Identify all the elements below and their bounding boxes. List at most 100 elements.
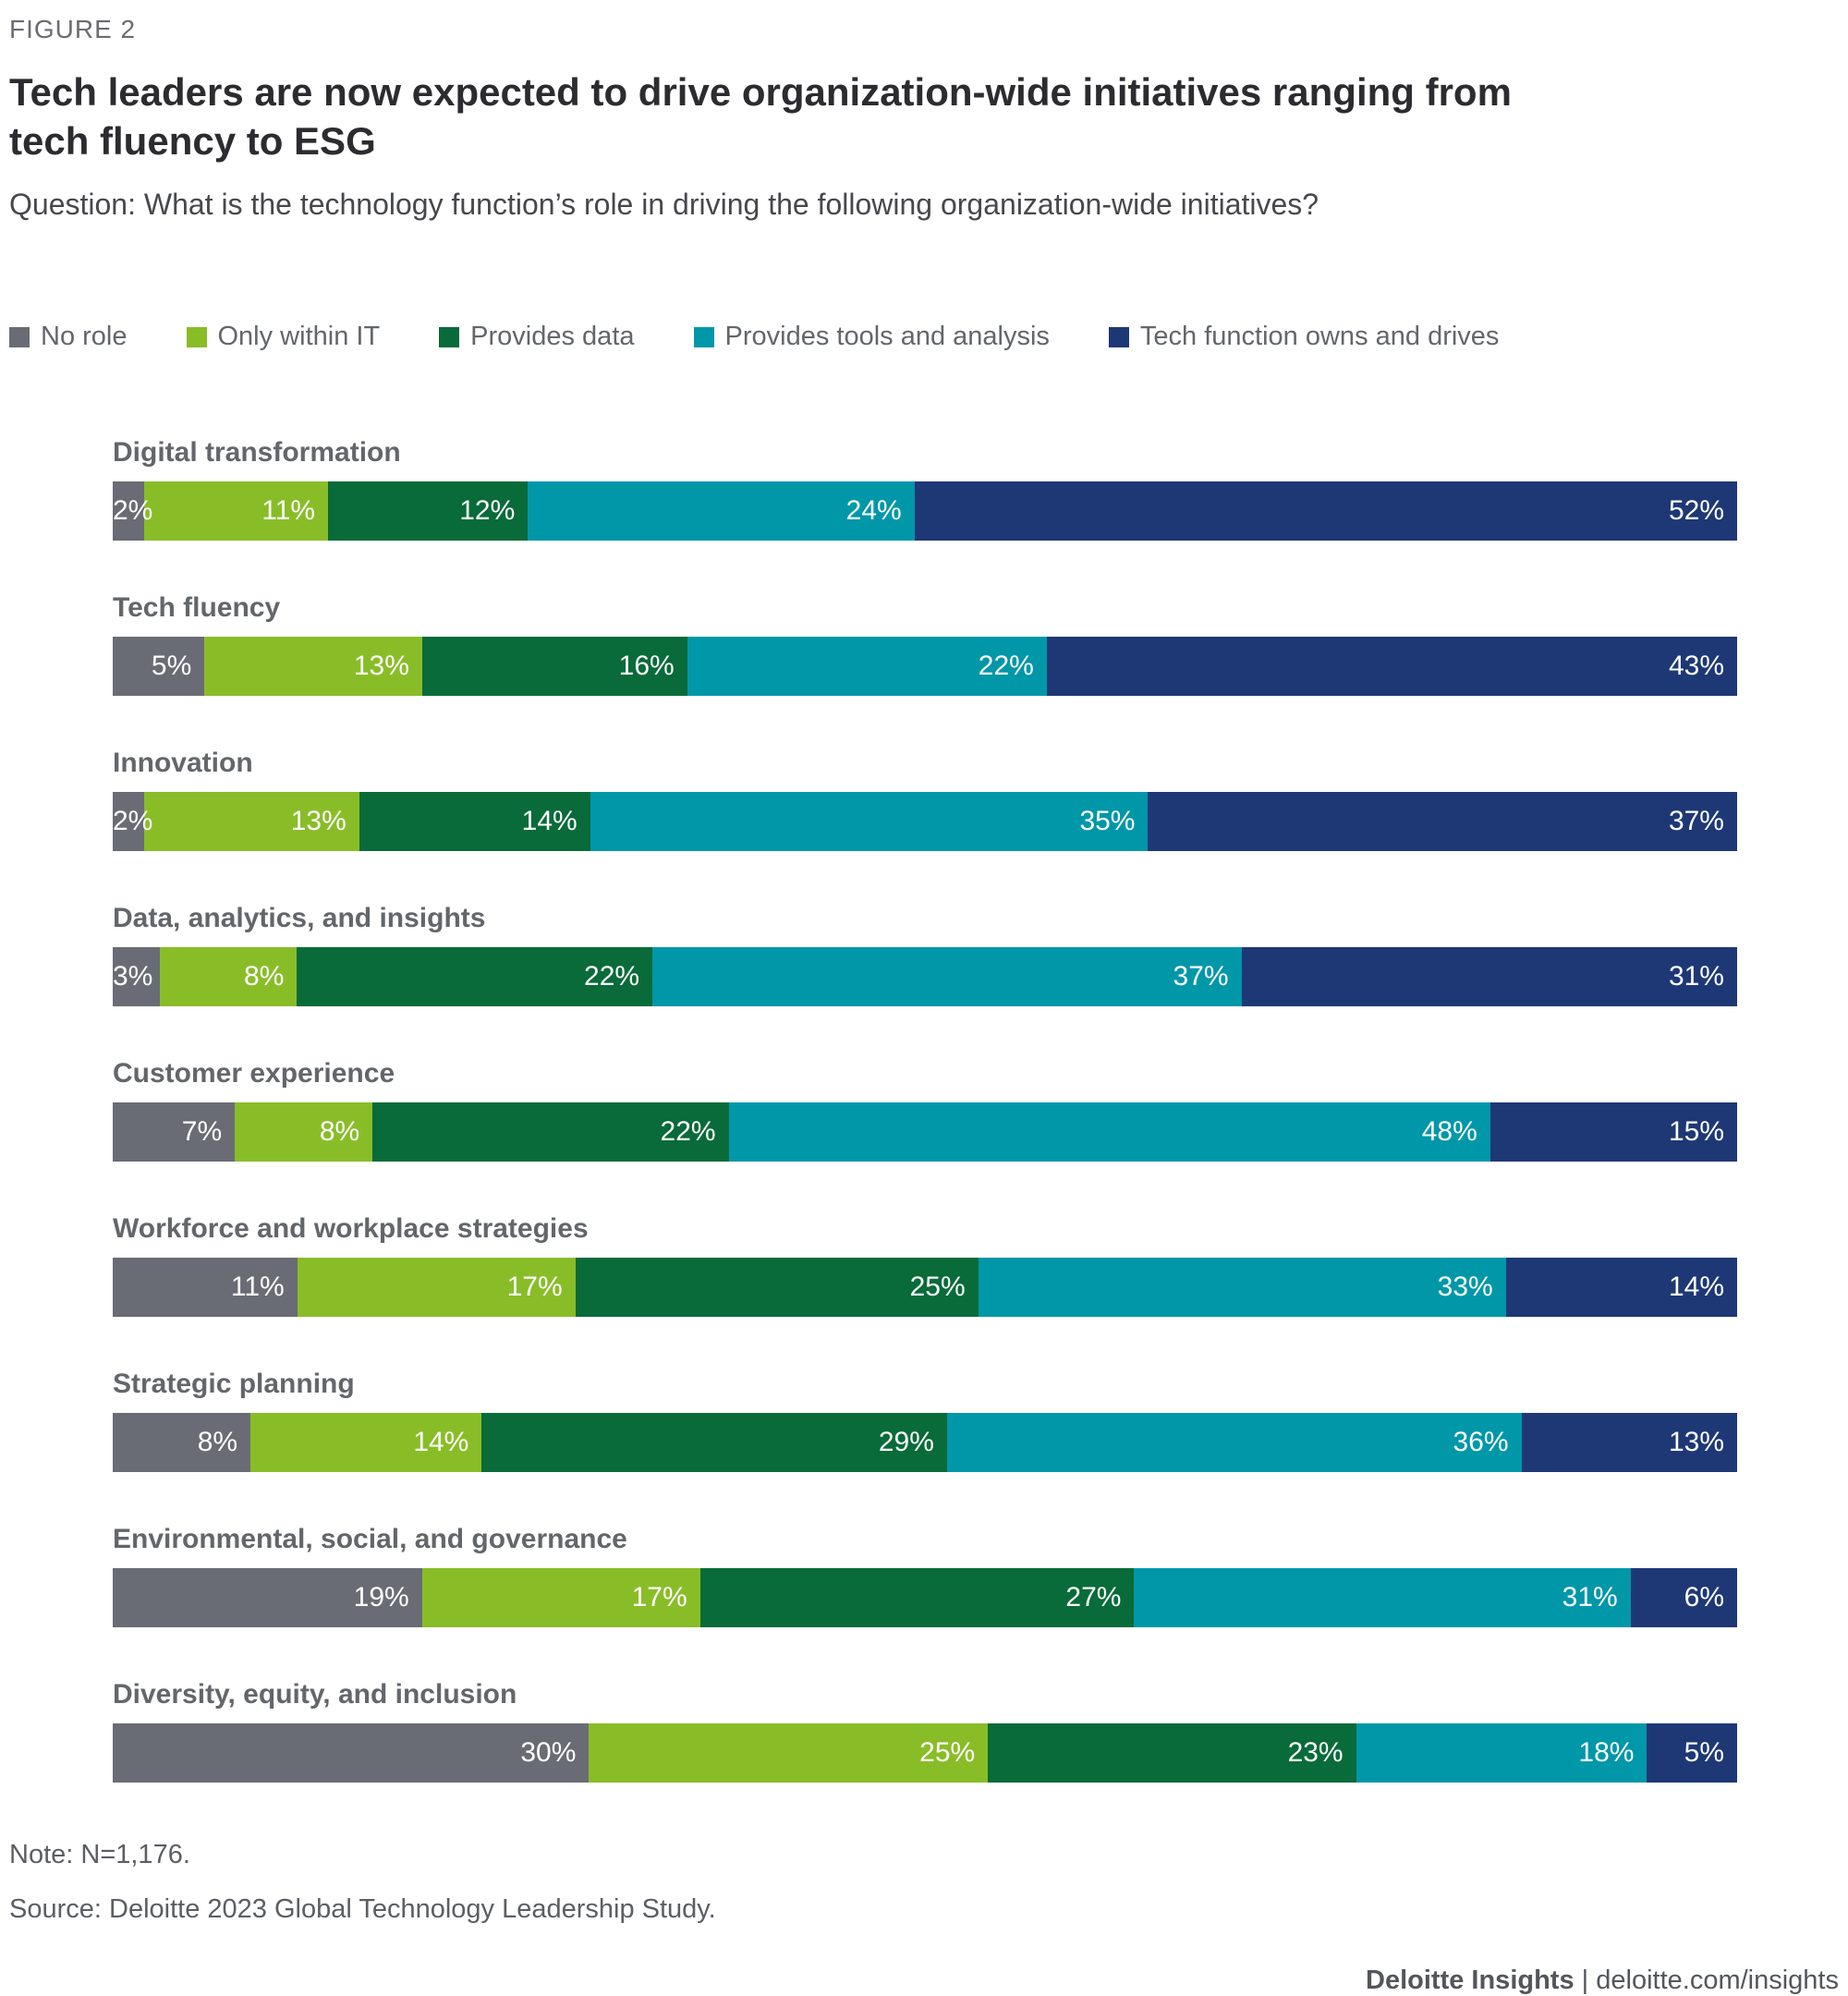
chart-title: Tech leaders are now expected to drive o…	[9, 70, 1512, 163]
bar-segment: 14%	[250, 1413, 482, 1473]
stacked-bar: 7% 8% 22% 48% 15%	[113, 1102, 1737, 1162]
bar-segment: 52%	[914, 481, 1737, 542]
segment-value-label: 8%	[319, 1116, 360, 1148]
bar-segment: 2%	[113, 792, 152, 852]
segment-value-label: 7%	[181, 1116, 223, 1148]
legend-item: Only within IT	[186, 322, 380, 352]
segment-value-label: 22%	[978, 651, 1034, 682]
legend-item-label: No role	[41, 322, 128, 352]
stacked-bar: 3% 8% 22% 37% 31%	[113, 947, 1737, 1007]
category-label: Customer experience	[113, 1058, 395, 1089]
notes-block: Note: N=1,176. Source: Deloitte 2023 Glo…	[9, 1840, 1839, 1925]
category-label: Diversity, equity, and inclusion	[113, 1679, 517, 1710]
segment-value-label: 22%	[660, 1116, 716, 1148]
segment-value-label: 2%	[113, 495, 153, 527]
segment-value-label: 17%	[506, 1272, 563, 1303]
bar-segment: 37%	[652, 947, 1242, 1007]
chart-row: Workforce and workplace strategies 11% 17…	[113, 1213, 1839, 1318]
bar-segment: 33%	[978, 1258, 1506, 1318]
segment-value-label: 13%	[1668, 1427, 1724, 1458]
segment-value-label: 19%	[353, 1582, 409, 1613]
segment-value-label: 14%	[1668, 1272, 1724, 1303]
segment-value-label: 24%	[845, 495, 902, 527]
footer: Deloitte Insights | deloitte.com/insight…	[9, 1966, 1839, 1996]
segment-value-label: 18%	[1578, 1737, 1635, 1769]
bar-segment: 5%	[1647, 1723, 1737, 1783]
bar-segment: 12%	[328, 481, 529, 542]
segment-value-label: 35%	[1079, 806, 1136, 837]
segment-value-label: 52%	[1668, 495, 1724, 527]
segment-value-label: 22%	[584, 961, 640, 992]
bar-segment: 22%	[372, 1102, 729, 1162]
bar-segment: 18%	[1356, 1723, 1647, 1783]
chart-row: Data, analytics, and insights 3% 8% 22% 37%…	[113, 903, 1839, 1007]
bar-segment: 43%	[1046, 637, 1737, 697]
bar-segment: 16%	[421, 637, 687, 697]
bar-segment: 14%	[1505, 1258, 1737, 1318]
bar-segment: 35%	[590, 792, 1149, 852]
bar-segment: 13%	[143, 792, 359, 852]
legend-swatch-icon	[9, 326, 30, 347]
category-label: Environmental, social, and governance	[113, 1524, 627, 1555]
chart-row: Innovation 2% 13% 14% 35% 37%	[113, 748, 1839, 852]
footer-brand: Deloitte Insights	[1366, 1966, 1574, 1996]
legend-swatch-icon	[1108, 326, 1129, 347]
bar-segment: 31%	[1134, 1568, 1631, 1628]
bar-segment: 15%	[1489, 1102, 1737, 1162]
bar-segment: 8%	[113, 1413, 251, 1473]
stacked-bar-chart: Digital transformation 2% 11% 12% 24% 52% Te…	[113, 437, 1839, 1783]
segment-value-label: 48%	[1421, 1116, 1477, 1148]
chart-row: Environmental, social, and governance 19…	[113, 1524, 1839, 1628]
segment-value-label: 30%	[520, 1737, 577, 1769]
segment-value-label: 27%	[1065, 1582, 1122, 1613]
bar-segment: 22%	[297, 947, 653, 1007]
footer-separator: |	[1574, 1966, 1597, 1996]
legend-item-label: Provides data	[470, 322, 635, 352]
bar-segment: 48%	[728, 1102, 1490, 1162]
legend-item: No role	[9, 322, 128, 352]
stacked-bar: 5% 13% 16% 22% 43%	[113, 637, 1737, 697]
category-label: Tech fluency	[113, 592, 281, 624]
category-label: Digital transformation	[113, 437, 401, 469]
legend-swatch-icon	[439, 326, 460, 347]
bar-segment: 3%	[113, 947, 160, 1007]
segment-value-label: 2%	[113, 806, 153, 837]
segment-value-label: 33%	[1437, 1272, 1493, 1303]
legend: No role Only within IT Provides data Pro…	[9, 322, 1839, 352]
legend-item: Provides tools and analysis	[693, 322, 1050, 352]
bar-segment: 24%	[528, 481, 915, 542]
segment-value-label: 13%	[290, 806, 346, 837]
bar-segment: 17%	[421, 1568, 700, 1628]
segment-value-label: 8%	[197, 1427, 238, 1458]
legend-swatch-icon	[186, 326, 207, 347]
segment-value-label: 37%	[1173, 961, 1229, 992]
segment-value-label: 5%	[1684, 1737, 1724, 1769]
category-label: Strategic planning	[113, 1369, 355, 1400]
stacked-bar: 2% 13% 14% 35% 37%	[113, 792, 1737, 852]
bar-segment: 25%	[575, 1258, 979, 1318]
bar-segment: 13%	[1521, 1413, 1737, 1473]
segment-value-label: 31%	[1668, 961, 1724, 992]
category-label: Innovation	[113, 748, 253, 779]
segment-value-label: 17%	[631, 1582, 687, 1613]
segment-value-label: 36%	[1453, 1427, 1509, 1458]
chart-row: Customer experience 7% 8% 22% 48% 15%	[113, 1058, 1839, 1162]
bar-segment: 22%	[687, 637, 1047, 697]
bar-segment: 30%	[113, 1723, 590, 1783]
bar-segment: 14%	[359, 792, 590, 852]
bar-segment: 2%	[113, 481, 152, 542]
legend-item: Tech function owns and drives	[1108, 322, 1500, 352]
chart-row: Digital transformation 2% 11% 12% 24% 52%	[113, 437, 1839, 542]
bar-segment: 11%	[113, 1258, 298, 1318]
segment-value-label: 14%	[521, 806, 578, 837]
segment-value-label: 25%	[919, 1737, 976, 1769]
source-text: Source: Deloitte 2023 Global Technology …	[9, 1894, 716, 1925]
segment-value-label: 5%	[151, 651, 192, 682]
bar-segment: 6%	[1630, 1568, 1737, 1628]
bar-segment: 29%	[481, 1413, 947, 1473]
segment-value-label: 31%	[1562, 1582, 1618, 1613]
legend-item-label: Tech function owns and drives	[1139, 322, 1500, 352]
stacked-bar: 30% 25% 23% 18% 5%	[113, 1723, 1737, 1783]
stacked-bar: 8% 14% 29% 36% 13%	[113, 1413, 1737, 1473]
